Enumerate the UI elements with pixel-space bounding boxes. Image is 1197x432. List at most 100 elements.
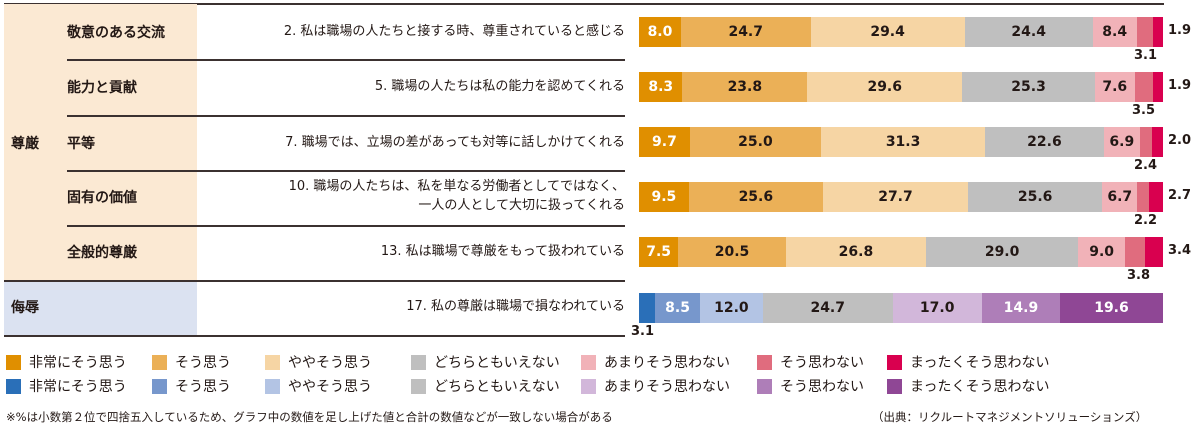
bar-segment-disagree	[1134, 72, 1153, 102]
bar-segment-strongly-disagree: 19.6	[1060, 293, 1163, 323]
bar-row-5: 8.3 23.8 29.6 25.3 7.6	[639, 72, 1163, 102]
question-text: 7. 職場では、立場の差があっても対等に話しかけてくれる	[285, 135, 625, 150]
question-5: 5. 職場の人たちは私の能力を認めてくれる	[375, 77, 625, 96]
bar-segment-strongly-agree: 9.5	[639, 182, 689, 212]
bar-segment-disagree	[1136, 17, 1153, 47]
question-text: 2. 私は職場の人たちと接する時、尊重されていると感じる	[283, 24, 625, 39]
bar-segment-somewhat-agree: 26.8	[785, 237, 927, 267]
legend-swatch-icon	[581, 354, 596, 370]
legend-label: ややそう思う	[288, 379, 372, 395]
legend-item-agree: そう思う	[152, 376, 265, 396]
below-value-label: 3.1	[1134, 48, 1158, 63]
legend-swatch-icon	[581, 378, 596, 394]
question-13: 13. 私は職場で尊厳をもって扱われている	[381, 242, 625, 261]
legend-swatch-icon	[6, 378, 21, 394]
bar-segment-neutral: 24.4	[964, 17, 1093, 47]
humiliation-group-panel	[4, 281, 197, 335]
bar-segment-strongly-agree: 8.3	[639, 72, 683, 102]
legend-swatch-icon	[152, 378, 167, 394]
legend-swatch-icon	[6, 354, 21, 370]
bar-segment-somewhat-agree: 29.6	[807, 72, 963, 102]
bar-segment-neutral: 24.7	[762, 293, 893, 323]
bar-segment-neutral: 25.3	[962, 72, 1095, 102]
below-value-label: 2.4	[1134, 158, 1158, 173]
legend-item-strongly-agree: 非常にそう思う	[6, 352, 152, 372]
bar-segment-somewhat-agree: 27.7	[822, 182, 969, 212]
question-text-line1: 10. 職場の人たちは、私を単なる労働者としてではなく、	[288, 179, 625, 194]
question-text: 5. 職場の人たちは私の能力を認めてくれる	[374, 79, 625, 94]
bar-segment-strongly-agree	[639, 293, 656, 323]
bar-segment-strongly-agree: 8.0	[639, 17, 681, 47]
legend-item-disagree: そう思わない	[757, 376, 887, 396]
bar-segment-disagree	[1139, 127, 1153, 157]
bar-segment-strongly-agree: 7.5	[639, 237, 679, 267]
sub-label-equality: 平等	[67, 136, 95, 152]
row-separator	[67, 225, 625, 227]
below-value-label: 3.8	[1127, 268, 1151, 283]
legend-label: 非常にそう思う	[29, 355, 127, 371]
right-value-label: 2.0	[1168, 133, 1192, 148]
row-separator	[67, 170, 625, 172]
bar-segment-somewhat-disagree: 7.6	[1094, 72, 1135, 102]
legend-label: まったくそう思わない	[910, 355, 1050, 371]
legend-swatch-icon	[757, 378, 772, 394]
legend-item-agree: そう思う	[152, 352, 265, 372]
legend-label: そう思う	[175, 379, 231, 395]
legend-swatch-icon	[757, 354, 772, 370]
below-value-label: 2.2	[1134, 213, 1158, 228]
right-value-label: 3.4	[1168, 243, 1192, 258]
bar-segment-neutral: 29.0	[926, 237, 1079, 267]
bar-segment-agree: 20.5	[678, 237, 786, 267]
bar-segment-somewhat-agree: 29.4	[810, 17, 965, 47]
bar-segment-somewhat-disagree: 9.0	[1078, 237, 1126, 267]
bar-row-7: 9.7 25.0 31.3 22.6 6.9	[639, 127, 1163, 157]
source-note: （出典：リクルートマネジメントソリューションズ）	[872, 410, 1148, 424]
bar-segment-somewhat-disagree: 8.4	[1092, 17, 1137, 47]
legend-label: あまりそう思わない	[604, 379, 730, 395]
bar-segment-disagree	[1137, 182, 1149, 212]
sub-label-respectful-interaction: 敬意のある交流	[67, 25, 165, 41]
question-7: 7. 職場では、立場の差があっても対等に話しかけてくれる	[285, 133, 625, 152]
group-label-humiliation: 侮辱	[11, 300, 39, 316]
bar-row-17: 8.5 12.0 24.7 17.0 14.9 19.6	[639, 293, 1163, 323]
legend-item-strongly-disagree: まったくそう思わない	[887, 376, 1067, 396]
bar-segment-agree: 25.6	[688, 182, 823, 212]
row-separator	[67, 59, 625, 61]
bar-row-2: 8.0 24.7 29.4 24.4 8.4	[639, 17, 1163, 47]
group-separator	[4, 280, 625, 282]
legend-label: どちらともいえない	[434, 355, 560, 371]
bar-row-10: 9.5 25.6 27.7 25.6 6.7	[639, 182, 1163, 212]
footnote: ※%は小数第２位で四捨五入しているため、グラフ中の数値を足し上げた値と合計の数値…	[6, 410, 613, 424]
legend-item-somewhat-disagree: あまりそう思わない	[581, 352, 757, 372]
question-10: 10. 職場の人たちは、私を単なる労働者としてではなく、 一人の人として大切に扱…	[289, 177, 625, 215]
bar-segment-neutral: 25.6	[968, 182, 1103, 212]
bar-segment-somewhat-disagree: 17.0	[892, 293, 982, 323]
bar-segment-somewhat-disagree: 6.9	[1103, 127, 1140, 157]
legend-label: どちらともいえない	[434, 379, 560, 395]
bottom-rule	[4, 335, 625, 337]
legend-item-neutral: どちらともいえない	[411, 352, 581, 372]
legend-swatch-icon	[411, 378, 426, 394]
legend-item-somewhat-agree: ややそう思う	[265, 376, 411, 396]
legend-item-strongly-disagree: まったくそう思わない	[887, 352, 1067, 372]
dignity-group-panel	[4, 4, 197, 280]
legend-label: あまりそう思わない	[604, 355, 730, 371]
bar-row-13: 7.5 20.5 26.8 29.0 9.0	[639, 237, 1163, 267]
group-label-dignity: 尊厳	[11, 136, 39, 152]
right-value-label: 2.7	[1168, 188, 1192, 203]
legend-label: そう思う	[175, 355, 231, 371]
bar-segment-agree: 8.5	[655, 293, 700, 323]
legend-humiliation: 非常にそう思う そう思う ややそう思う どちらともいえない あまりそう思わない そう思わな…	[6, 376, 1067, 396]
legend-swatch-icon	[265, 378, 280, 394]
legend-item-disagree: そう思わない	[757, 352, 887, 372]
sub-label-general-dignity: 全般的尊厳	[67, 245, 137, 261]
below-value-label: 3.1	[631, 324, 655, 339]
legend-item-somewhat-agree: ややそう思う	[265, 352, 411, 372]
top-rule	[4, 3, 1164, 5]
question-text: 13. 私は職場で尊厳をもって扱われている	[380, 244, 625, 259]
legend-label: まったくそう思わない	[910, 379, 1050, 395]
question-2: 2. 私は職場の人たちと接する時、尊重されていると感じる	[284, 22, 625, 41]
legend-label: 非常にそう思う	[29, 379, 127, 395]
legend-swatch-icon	[265, 354, 280, 370]
bar-segment-strongly-disagree	[1145, 237, 1163, 267]
